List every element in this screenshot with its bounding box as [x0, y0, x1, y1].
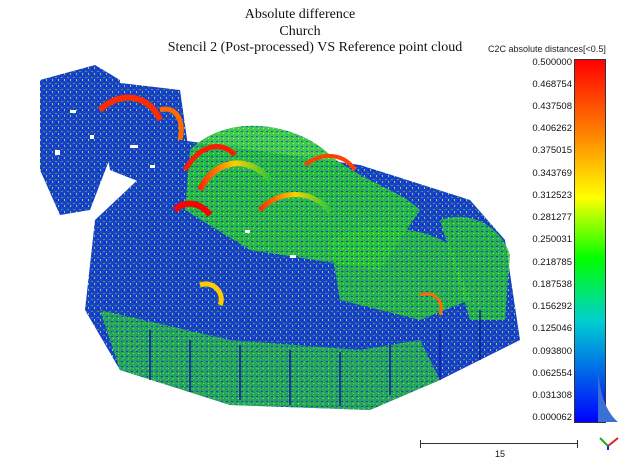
plot-subtitle: Stencil 2 (Post-processed) VS Reference …	[167, 40, 463, 55]
colorbar-tick: 0.093800	[532, 346, 572, 357]
church-point-cloud	[40, 65, 520, 410]
colorbar-tick: 0.125046	[532, 323, 572, 334]
colorbar-tick: 0.375015	[532, 145, 572, 156]
colorbar-tick: 0.156292	[532, 301, 572, 312]
title-line-1: Absolute difference	[244, 7, 356, 22]
colorbar-tick: 0.031308	[532, 390, 572, 401]
histogram-icon	[598, 370, 618, 422]
point-cloud-viewport[interactable]	[0, 40, 545, 440]
colorbar-tick: 0.406262	[532, 123, 572, 134]
scale-bar	[420, 440, 578, 450]
colorbar	[574, 59, 606, 423]
colorbar-tick: 0.062554	[532, 368, 572, 379]
colorbar-tick: 0.218785	[532, 257, 572, 268]
colorbar-tick: 0.500000	[532, 57, 572, 68]
colorbar-tick: 0.312523	[532, 190, 572, 201]
plot-title: Absolute difference Church	[150, 6, 450, 40]
colorbar-tick: 0.187538	[532, 279, 572, 290]
colorbar-tick: 0.343769	[532, 168, 572, 179]
colorbar-tick: 0.437508	[532, 101, 572, 112]
scale-bar-label: 15	[494, 449, 505, 459]
colorbar-tick: 0.281277	[532, 212, 572, 223]
colorbar-tick: 0.000062	[532, 412, 572, 423]
axis-triad-icon[interactable]	[596, 430, 622, 452]
colorbar-title: C2C absolute distances[<0.5]	[488, 44, 606, 54]
title-line-2: Church	[279, 24, 321, 39]
colorbar-tick: 0.250031	[532, 234, 572, 245]
colorbar-tick: 0.468754	[532, 79, 572, 90]
